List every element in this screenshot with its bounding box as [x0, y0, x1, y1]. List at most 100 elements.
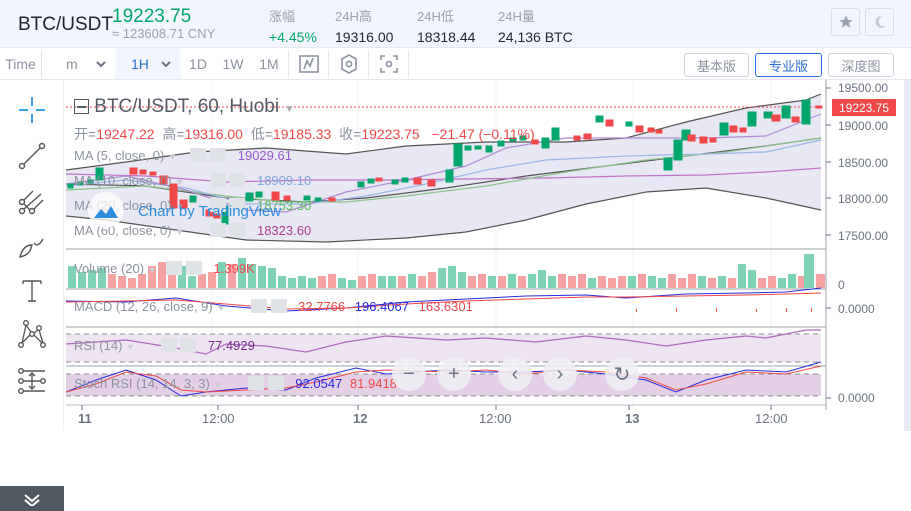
zoom-in-button[interactable]: + [437, 357, 471, 391]
chart-settings-button[interactable] [330, 48, 368, 79]
time-label[interactable]: Time [5, 55, 36, 72]
zoom-in-icon: + [448, 362, 460, 385]
interval-1d[interactable]: 1D [189, 55, 207, 72]
view-depth-button[interactable]: 深度图 [828, 53, 894, 77]
stat-value: 19316.00 [335, 29, 394, 45]
gear-icon[interactable] [209, 198, 226, 212]
last-price: 19223.75 [112, 6, 192, 27]
indicator-value: 18909.10 [256, 173, 312, 188]
indicator-name: MA (60, close, 0) [74, 223, 172, 238]
stoch-rsi-legend[interactable]: Stoch RSI (14, 14, 3, 3) ▼ 92.0547 81.94… [74, 376, 397, 391]
macd-legend[interactable]: MACD (12, 26, close, 9) ▼ 32.7766 196.40… [74, 299, 473, 314]
reset-chart-button[interactable]: ↻ [605, 357, 639, 391]
view-pro-button[interactable]: 专业版 [755, 53, 822, 77]
drawing-tools-sidebar [0, 80, 64, 511]
gear-icon[interactable] [248, 376, 265, 390]
open-value: 19247.22 [96, 126, 155, 142]
chevron-down-icon[interactable]: ▼ [175, 227, 185, 237]
chart-toolbar: Time m 1H 1D 1W 1M 基本版 专业版 深度图 [0, 48, 911, 80]
scroll-left-icon: ‹ [511, 362, 519, 385]
high-value: 19316.00 [184, 126, 243, 142]
price-axis-label: 19500.00 [838, 81, 889, 95]
pitchfork-tool[interactable] [14, 183, 50, 219]
gear-icon[interactable] [250, 299, 267, 313]
close-icon[interactable] [229, 198, 246, 212]
fullscreen-button[interactable] [370, 48, 408, 79]
chevron-down-icon[interactable]: ▼ [213, 380, 223, 390]
collapse-sidebar-button[interactable] [0, 486, 64, 511]
zoom-out-button[interactable]: − [392, 357, 426, 391]
gear-icon[interactable] [209, 173, 226, 187]
ma10-legend[interactable]: MA (10, close, 0) ▼ 18909.10 [74, 173, 311, 188]
hour-select-value: 1H [131, 55, 149, 72]
close-icon[interactable] [180, 338, 197, 352]
favorite-button[interactable] [831, 8, 860, 36]
collapse-legend-icon[interactable] [74, 99, 89, 114]
cny-price: ≈ 123608.71 CNY [112, 26, 216, 41]
stat-label: 24H量 [498, 9, 535, 24]
hour-interval-select[interactable]: 1H [115, 48, 181, 79]
gear-icon[interactable] [190, 148, 207, 162]
current-price-tag: 19223.75 [832, 99, 896, 116]
reset-icon: ↻ [613, 363, 631, 386]
ticker-header: BTC/USDT 19223.75 ≈ 123608.71 CNY 涨幅 +4.… [0, 0, 911, 48]
theme-toggle-button[interactable] [865, 8, 894, 36]
indicator-value: 77.4929 [207, 338, 255, 353]
divider [328, 50, 329, 78]
indicator-name: MACD (12, 26, close, 9) [74, 299, 213, 314]
view-basic-button[interactable]: 基本版 [684, 53, 749, 77]
chevron-down-icon[interactable]: ▼ [284, 104, 295, 115]
divider [288, 50, 289, 78]
ohlc-legend: 开=19247.22 高=19316.00 低=19185.33 收=19223… [74, 124, 535, 144]
close-icon[interactable] [267, 376, 284, 390]
gear-icon[interactable] [166, 261, 183, 275]
trading-chart[interactable]: BTC/USDT, 60, Huobi ▼ 开=19247.22 高=19316… [66, 80, 911, 431]
stoch-k-value: 92.0547 [295, 376, 343, 391]
high-label: 高= [162, 126, 185, 142]
stat-label: 24H低 [417, 9, 454, 24]
scroll-left-button[interactable]: ‹ [498, 357, 532, 391]
interval-1m[interactable]: 1M [259, 55, 279, 72]
gear-icon[interactable] [160, 338, 177, 352]
indicator-name: RSI (14) [74, 338, 123, 353]
time-axis-label: 13 [625, 411, 640, 426]
page-scrollbar[interactable] [904, 80, 911, 431]
rsi-legend[interactable]: RSI (14) ▼ 77.4929 [74, 338, 255, 353]
close-icon[interactable] [270, 299, 287, 313]
tradingview-logo[interactable] [88, 192, 124, 228]
text-tool[interactable] [14, 273, 50, 309]
interval-1w[interactable]: 1W [222, 55, 244, 72]
ma5-legend[interactable]: MA (5, close, 0) ▼ 19029.61 [74, 148, 292, 163]
brush-tool[interactable] [14, 228, 50, 264]
indicator-button[interactable] [290, 48, 328, 79]
chart-title: BTC/USDT, 60, Huobi ▼ [74, 96, 294, 118]
stoch-d-value: 81.9418 [349, 376, 397, 391]
chevron-down-icon[interactable]: ▼ [175, 202, 185, 212]
stat-value: +4.45% [269, 29, 317, 45]
chevron-down-icon [95, 60, 106, 67]
crosshair-tool[interactable] [14, 92, 50, 128]
chevron-down-icon [161, 60, 171, 67]
trendline-tool[interactable] [14, 138, 50, 174]
minute-interval-select[interactable]: m [48, 48, 113, 79]
chevron-down-icon[interactable]: ▼ [167, 152, 177, 162]
close-value: 19223.75 [361, 126, 420, 142]
volume-legend[interactable]: Volume (20) ▼ 1.399K [74, 261, 255, 276]
change-value: −21.47 (−0.11%) [431, 126, 535, 142]
chevron-down-icon[interactable]: ▼ [216, 303, 226, 313]
stat-change: 涨幅 +4.45% [269, 6, 317, 45]
tradingview-watermark[interactable]: Chart by TradingView [138, 203, 282, 220]
chevron-down-icon[interactable]: ▼ [147, 265, 157, 275]
measure-tool[interactable] [14, 363, 50, 399]
close-icon[interactable] [229, 173, 246, 187]
close-icon[interactable] [210, 148, 227, 162]
close-icon[interactable] [229, 223, 246, 237]
close-icon[interactable] [185, 261, 202, 275]
chevron-down-icon[interactable]: ▼ [175, 177, 185, 187]
ma60-legend[interactable]: MA (60, close, 0) ▼ 18323.60 [74, 223, 311, 238]
fullscreen-icon [380, 54, 398, 73]
scroll-right-button[interactable]: › [543, 357, 577, 391]
gear-icon[interactable] [209, 223, 226, 237]
chevron-down-icon[interactable]: ▼ [126, 342, 135, 352]
pattern-tool[interactable] [14, 316, 50, 352]
